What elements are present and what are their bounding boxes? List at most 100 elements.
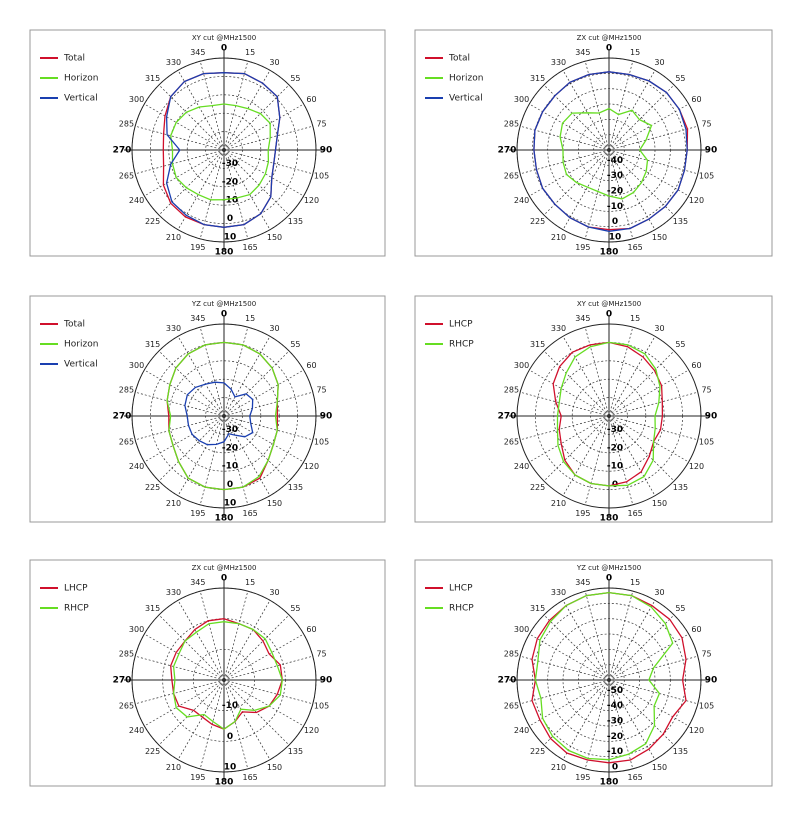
spoke [608,679,698,705]
angle-label: 60 [306,361,316,370]
legend-label: Horizon [64,74,98,84]
angle-label: 180 [600,514,619,524]
spoke [608,633,689,681]
spoke [158,679,225,746]
angle-label: 105 [699,438,714,447]
angle-label: 120 [304,462,319,471]
spoke [177,415,225,496]
angle-label: 210 [551,499,566,508]
r-tick-label: -30 [222,425,238,435]
series-line [556,341,661,487]
angle-label: 270 [498,146,517,156]
angle-label: 300 [129,361,144,370]
angle-label: 120 [689,462,704,471]
legend-label: Horizon [64,340,98,350]
angle-label: 120 [689,726,704,735]
series-line [559,107,653,200]
angle-label: 270 [113,146,132,156]
spoke [608,336,656,417]
spoke [135,655,225,681]
angle-label: 0 [221,44,227,54]
angle-label: 300 [514,361,529,370]
chart-title: ZX cut @MHz1500 [192,564,257,572]
spoke [223,600,271,681]
r-tick-label: 10 [224,499,237,509]
r-tick-label: 0 [612,217,618,227]
spoke [608,591,634,681]
spoke [608,614,675,681]
spoke [520,415,610,441]
angle-label: 300 [129,95,144,104]
angle-label: 345 [575,48,590,57]
spoke [223,415,304,463]
spoke [608,149,689,197]
angle-label: 240 [514,196,529,205]
chart-title: ZX cut @MHz1500 [577,34,642,42]
angle-label: 180 [215,778,234,788]
series-line [184,381,254,446]
angle-label: 285 [504,385,519,394]
angle-label: 330 [166,58,181,67]
angle-label: 75 [316,649,326,658]
spoke [223,415,313,441]
angle-label: 105 [699,172,714,181]
spoke [144,369,225,417]
angle-label: 30 [269,58,279,67]
angle-label: 55 [290,74,300,83]
angle-label: 120 [304,196,319,205]
angle-label: 0 [606,574,612,584]
angle-label: 270 [113,676,132,686]
angle-label: 150 [652,763,667,772]
angle-label: 265 [504,438,519,447]
r-tick-label: -40 [607,156,623,166]
spoke [520,679,610,705]
r-tick-label: -10 [222,701,238,711]
angle-label: 75 [701,119,711,128]
spoke [177,70,225,151]
spoke [135,415,225,441]
chart-title: XY cut @MHz1500 [577,300,641,308]
spoke [223,125,313,151]
angle-label: 150 [652,499,667,508]
legend-label: RHCP [449,340,474,350]
spoke [135,149,225,175]
angle-label: 30 [654,324,664,333]
angle-label: 75 [701,649,711,658]
angle-label: 265 [119,172,134,181]
spoke [608,415,675,482]
angle-label: 345 [190,314,205,323]
spoke [562,600,610,681]
spoke [158,149,225,216]
angle-label: 195 [575,509,590,518]
panel [29,295,386,523]
spoke [199,327,225,417]
angle-label: 90 [705,146,718,156]
series-line [170,103,271,201]
legend-label: LHCP [64,584,88,594]
angle-label: 165 [628,243,643,252]
angle-label: 60 [691,361,701,370]
angle-label: 240 [129,196,144,205]
series-line [533,71,688,232]
angle-label: 240 [514,726,529,735]
spoke [144,679,225,727]
angle-label: 30 [654,58,664,67]
angle-label: 60 [691,625,701,634]
spoke [608,369,689,417]
angle-label: 315 [530,604,545,613]
legend-label: RHCP [64,604,89,614]
panel [414,29,773,257]
angle-label: 60 [691,95,701,104]
angle-label: 105 [699,702,714,711]
legend-label: Total [63,320,85,330]
spoke [608,149,698,175]
r-tick-label: -30 [607,171,623,181]
angle-label: 180 [215,248,234,258]
angle-label: 55 [675,604,685,613]
angle-label: 330 [551,58,566,67]
angle-label: 225 [530,747,545,756]
angle-label: 120 [689,196,704,205]
angle-label: 135 [673,747,688,756]
spoke [199,591,225,681]
angle-label: 75 [316,385,326,394]
